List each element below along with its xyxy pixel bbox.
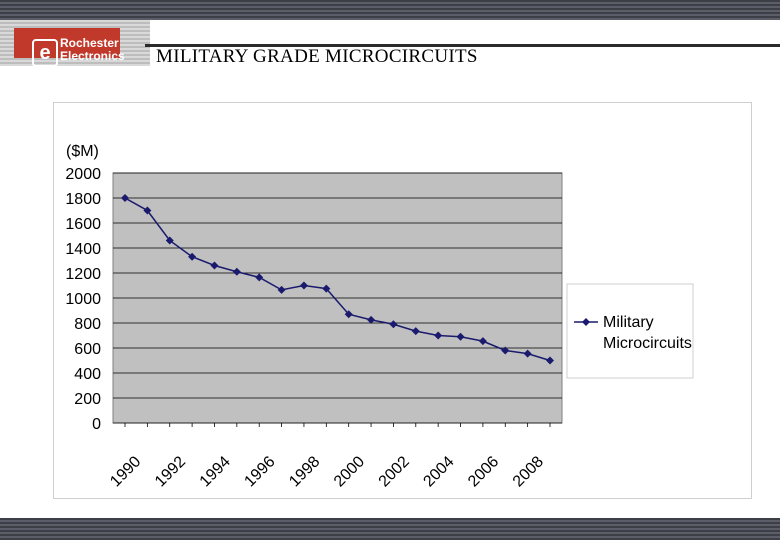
x-tick-label: 2008 [510,453,547,490]
data-point [501,346,510,355]
y-tick-label: 1600 [65,216,101,233]
y-axis-label: ($M) [66,143,99,160]
legend-label-line1: Military [603,314,654,331]
data-point [322,284,331,293]
logo-text: Rochester Electronics [60,37,125,63]
legend: Military Microcircuits [566,283,694,379]
data-point [121,194,129,202]
legend-marker [582,318,590,326]
data-point [367,315,376,324]
series-layer [121,194,554,365]
data-point [546,356,554,365]
x-tick-label: 1996 [241,453,278,490]
y-tick-label: 800 [74,316,101,333]
x-tick-label: 2004 [420,453,457,490]
logo-line2: Electronics [60,49,125,63]
data-point [143,206,152,215]
x-tick-label: 1998 [286,453,323,490]
x-tick-label: 1990 [107,453,144,490]
x-tick-label: 2006 [465,453,502,490]
data-point [344,310,353,319]
y-tick-label: 1200 [65,266,101,283]
data-point [389,320,398,329]
logo-e-icon: e [32,39,58,67]
y-tick-labels: 0 200 400 600 800 1000 1200 1400 1600 1800 2000 [65,166,101,433]
y-tick-label: 400 [74,366,101,383]
gridlines [113,172,562,427]
series-line [124,197,551,362]
x-tick-labels: 1990 1992 1994 1996 1998 2000 2002 2004 2006 2008 [107,453,547,490]
y-tick-label: 600 [74,341,101,358]
logo-badge: e Rochester Electronics [14,28,125,67]
data-point [277,285,286,294]
x-tick-label: 2002 [376,453,413,490]
data-point [478,337,487,346]
data-point [210,261,219,270]
data-point [255,273,264,282]
y-tick-label: 1800 [65,191,101,208]
data-point [411,327,420,336]
top-decorative-bar [0,0,780,20]
x-tick-label: 1994 [197,453,234,490]
logo-line1: Rochester [60,36,119,50]
legend-label-line2: Microcircuits [603,335,692,352]
data-point [299,281,308,290]
bottom-decorative-bar [0,518,780,540]
data-point [165,236,174,245]
data-point [434,331,443,340]
data-point [523,349,532,358]
header-rule [145,44,780,47]
x-tick-label: 1992 [152,453,189,490]
page-title: MILITARY GRADE MICROCIRCUITS [156,46,478,67]
y-tick-label: 1400 [65,241,101,258]
x-tick-label: 2000 [331,453,368,490]
y-tick-label: 1000 [65,291,101,308]
data-point [188,252,197,261]
logo: e Rochester Electronics [0,20,150,67]
legend-box [566,283,694,379]
y-tick-label: 2000 [65,166,101,183]
y-tick-label: 200 [74,391,101,408]
data-point [232,267,241,276]
y-tick-label: 0 [92,416,101,433]
data-point [456,332,465,341]
